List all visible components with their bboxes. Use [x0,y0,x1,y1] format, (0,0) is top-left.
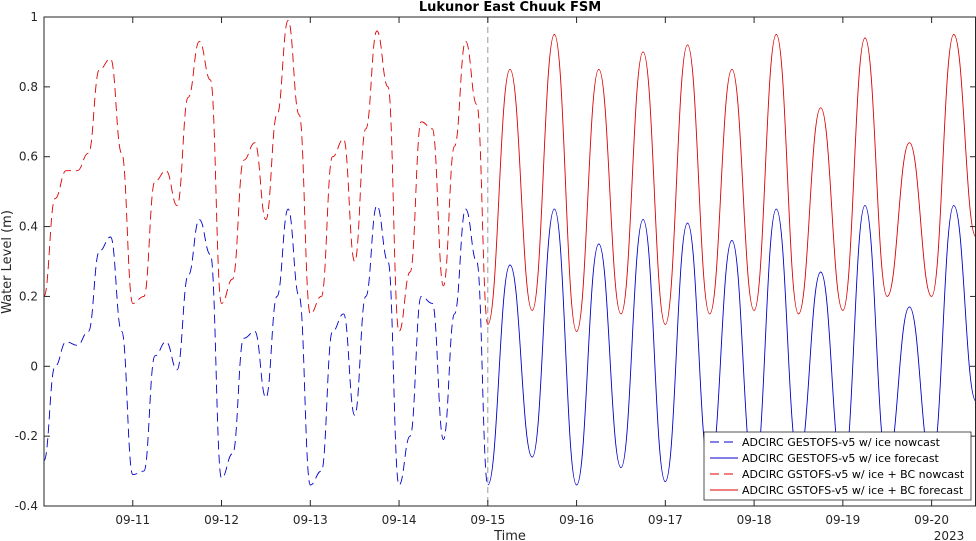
y-tick-label: 0.8 [19,80,38,94]
axes: -0.4 -0.2 0 0.2 0.4 0.6 0.8 1 09-11 09-12 09-13 09-… [15,10,976,527]
chart-title: Lukunor East Chuuk FSM [419,0,601,15]
x-tick-label: 09-16 [559,513,594,527]
y-axis-label: Water Level (m) [0,210,15,314]
legend-entry-2: ADCIRC GESTOFS-v5 w/ ice forecast [742,452,940,465]
x-tick-label: 09-14 [382,513,417,527]
year-label: 2023 [934,529,965,541]
x-tick-label: 09-20 [914,513,949,527]
series-line-3 [43,20,489,332]
x-tick-label: 09-18 [737,513,772,527]
x-axis-label: Time [493,529,526,541]
plot-area [44,17,976,506]
legend-entry-3: ADCIRC GSTOFS-v5 w/ ice + BC nowcast [742,468,965,481]
legend: ADCIRC GESTOFS-v5 w/ ice nowcast ADCIRC G… [703,431,972,501]
y-tick-label: -0.2 [15,429,38,443]
y-tick-label: -0.4 [15,499,38,513]
x-tick-label: 09-17 [648,513,683,527]
x-tick-label: 09-11 [115,513,150,527]
series-line-1 [43,205,489,486]
x-tick-label: 09-15 [470,513,505,527]
legend-entry-1: ADCIRC GESTOFS-v5 w/ ice nowcast [742,436,941,449]
plot-background [44,17,976,506]
legend-entry-4: ADCIRC GSTOFS-v5 w/ ice + BC forecast [742,484,964,497]
y-tick-label: 0 [30,359,38,373]
x-tick-label: 09-13 [293,513,328,527]
y-tick-label: 0.2 [19,289,38,303]
y-tick-label: 0.6 [19,150,38,164]
x-tick-label: 09-19 [825,513,860,527]
series-line-4 [487,34,976,332]
legend-box [703,431,972,501]
y-tick-label: 1 [30,10,38,24]
x-tick-label: 09-12 [204,513,239,527]
y-tick-label: 0.4 [19,220,38,234]
